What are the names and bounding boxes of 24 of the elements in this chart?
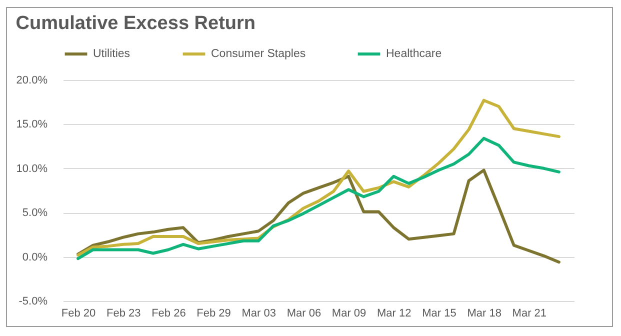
legend-label: Healthcare [386, 48, 442, 60]
legend-label: Utilities [93, 48, 130, 60]
x-tick-label: Feb 26 [152, 308, 186, 320]
line-series [76, 136, 560, 260]
x-tick-label: Feb 23 [106, 308, 141, 320]
x-tick-label: Feb 29 [196, 308, 231, 320]
x-tick-label: Mar 18 [467, 308, 502, 320]
line-series [76, 168, 560, 264]
line-series [76, 98, 560, 257]
y-tick-label: 15.0% [16, 118, 48, 131]
legend-label: Consumer Staples [211, 48, 306, 60]
chart-title: Cumulative Excess Return [16, 13, 256, 34]
y-tick-label: 10.0% [16, 162, 48, 175]
y-tick-label: 0.0% [22, 251, 48, 264]
x-tick-label: Mar 06 [286, 308, 322, 320]
x-tick-label: Mar 15 [422, 308, 456, 320]
y-tick-label: -5.0% [18, 296, 48, 308]
y-tick-label: 5.0% [22, 207, 48, 220]
x-tick-label: Mar 21 [512, 308, 547, 320]
x-tick-label: Mar 09 [332, 308, 366, 320]
x-tick-label: Feb 20 [61, 308, 96, 320]
x-tick-label: Mar 03 [242, 308, 276, 320]
x-tick-label: Mar 12 [377, 308, 412, 320]
y-tick-label: 20.0% [16, 74, 48, 86]
